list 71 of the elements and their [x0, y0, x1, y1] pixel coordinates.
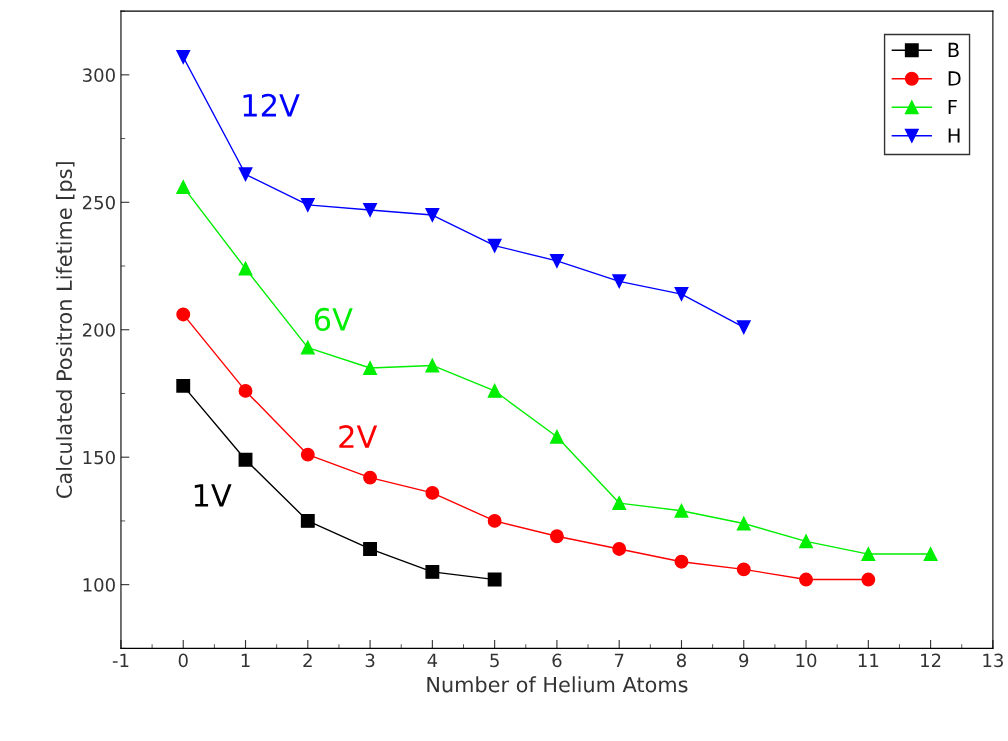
- point: [300, 197, 315, 212]
- annotation: 12V: [243, 93, 300, 117]
- y-tick-label: 100: [83, 578, 115, 592]
- point: [487, 513, 502, 528]
- legend-label: F: [948, 99, 957, 115]
- x-tick-label: 13: [983, 653, 1003, 668]
- x-tick-label: 9: [739, 653, 749, 668]
- point: [861, 547, 876, 562]
- x-tick-label: 1: [241, 653, 250, 667]
- point: [861, 572, 876, 587]
- x-axis-title: Number of Helium Atoms: [427, 676, 688, 693]
- point: [176, 307, 191, 322]
- point: [549, 429, 564, 444]
- point: [799, 534, 813, 549]
- x-tick-label: 6: [552, 653, 562, 668]
- annotation: 6V: [314, 307, 353, 331]
- x-tick-label: 10: [796, 653, 817, 668]
- x-tick-label: 7: [614, 653, 624, 667]
- x-tick-label: 5: [490, 653, 499, 668]
- point: [363, 361, 378, 375]
- point: [238, 261, 253, 276]
- point: [176, 378, 191, 393]
- point: [238, 383, 253, 398]
- point: [736, 562, 751, 577]
- point: [363, 542, 378, 556]
- point: [487, 572, 502, 587]
- y-tick-label: 200: [82, 323, 115, 337]
- point: [549, 529, 564, 544]
- annotation: 1V: [194, 484, 232, 507]
- legend-label: B: [948, 42, 959, 57]
- point: [425, 564, 440, 579]
- point: [238, 167, 253, 182]
- point: [363, 470, 378, 485]
- x-tick-label: 11: [858, 653, 879, 667]
- y-tick-label: 150: [83, 450, 115, 465]
- legend-label: D: [948, 71, 961, 86]
- y-axis-title: Calculated Positron Lifetime [ps]: [55, 162, 77, 498]
- point: [799, 572, 813, 587]
- point: [425, 208, 440, 222]
- x-tick-label: 2: [303, 653, 312, 667]
- point: [176, 50, 191, 64]
- x-tick-label: -1: [112, 653, 129, 667]
- x-tick-label: 3: [365, 653, 375, 668]
- point: [363, 202, 378, 217]
- point: [923, 547, 938, 562]
- y-tick-label: 300: [83, 68, 115, 82]
- point: [238, 452, 253, 467]
- point: [425, 485, 440, 500]
- point: [487, 383, 502, 398]
- point: [300, 513, 315, 528]
- point: [612, 542, 627, 556]
- point: [549, 253, 564, 268]
- y-tick-label: 250: [82, 195, 115, 210]
- annotation: 2V: [339, 425, 378, 448]
- legend-label: H: [948, 128, 960, 143]
- point: [300, 447, 315, 462]
- x-tick-label: 4: [427, 653, 438, 667]
- point: [176, 180, 191, 194]
- x-tick-label: 0: [178, 653, 188, 668]
- point: [736, 516, 751, 531]
- point: [674, 554, 689, 569]
- x-tick-label: 12: [921, 653, 941, 667]
- point: [300, 340, 315, 355]
- point: [425, 358, 440, 373]
- point: [612, 496, 627, 511]
- x-tick-label: 8: [676, 653, 686, 668]
- point: [736, 320, 751, 335]
- point: [487, 238, 502, 253]
- point: [612, 274, 627, 289]
- point: [674, 503, 689, 518]
- point: [674, 287, 689, 302]
